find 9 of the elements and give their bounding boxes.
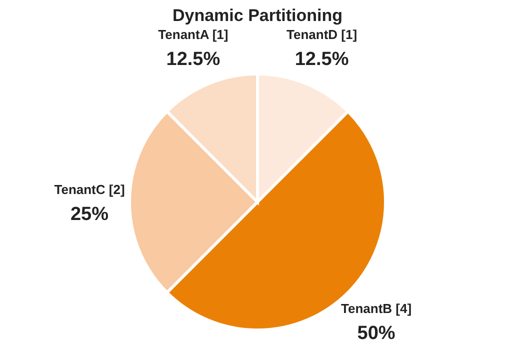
slice-label: TenantB [4]	[341, 300, 412, 316]
slice-label: TenantD [1]	[286, 26, 358, 42]
data-label: 50%	[357, 322, 396, 343]
data-label: 25%	[70, 204, 109, 225]
chart-title: Dynamic Partitioning	[172, 6, 343, 25]
slice-label: TenantC [2]	[54, 182, 125, 197]
data-label: 12.5%	[166, 48, 220, 70]
data-label: 12.5%	[294, 48, 349, 70]
slice-label: TenantA [1]	[158, 26, 228, 42]
